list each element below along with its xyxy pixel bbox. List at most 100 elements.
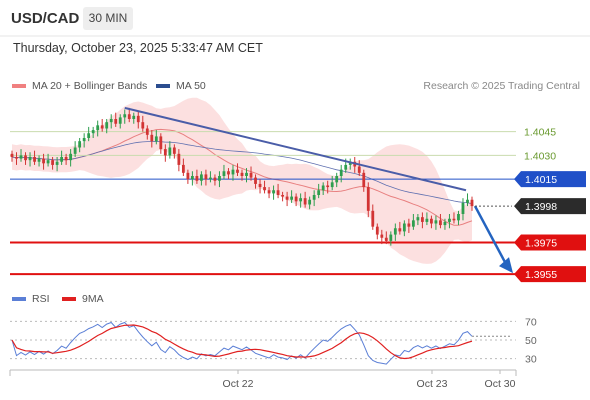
level-label-1.4045: 1.4045 [524,127,556,139]
candle-body [19,155,23,159]
candle-body [209,177,212,180]
level-label-1.3975: 1.3975 [525,238,557,250]
candle-body [186,172,190,180]
candle-body [231,169,235,175]
candle-body [330,182,334,188]
candle-body [461,202,465,214]
candle-body [425,218,429,222]
candle-body [236,169,239,173]
candle-body [398,228,402,232]
candle-body [308,199,312,205]
candle-body [136,115,140,123]
legend-bollinger: MA 20 + Bollinger Bands [12,80,147,92]
candle-body [159,136,163,150]
candle-body [299,198,303,202]
level-tag-1.4015 [514,171,586,188]
candle-body [114,119,118,124]
candle-body [69,153,73,161]
candle-body [457,214,460,221]
candle-body [411,220,415,227]
candle-body [448,218,451,222]
candle-body [100,125,104,129]
candle-body [416,217,420,221]
candle-body [240,172,244,176]
legend-rsi-label: RSI [32,293,50,305]
candle-body [10,153,14,157]
candle-body [389,234,393,241]
candle-body [470,199,474,207]
candle-body [42,158,45,164]
candle-body [213,177,217,181]
candle-body [276,190,280,195]
candle-body [200,174,203,181]
candle-body [335,176,339,183]
candle-body [452,218,456,221]
candle-body [123,114,127,118]
rsi-swatch [12,297,26,301]
candle-body [46,160,50,164]
candle-body [272,190,275,194]
candle-body [96,125,100,131]
downtrend-line [124,106,467,192]
legend-9ma: 9MA [62,293,104,305]
bollinger-band [12,97,472,264]
level-tag-1.3955 [514,266,586,283]
candle-body [24,155,27,161]
candle-body [127,114,131,119]
level-label-1.3955: 1.3955 [525,269,557,281]
candle-body [258,183,262,188]
candle-body [55,161,59,165]
candle-body [163,149,167,156]
candle-body [73,147,77,154]
candle-body [109,119,113,123]
candle-body [294,196,298,202]
candle-body [366,187,370,211]
candle-body [141,122,145,129]
candle-body [227,171,230,175]
candle-body [362,172,366,188]
level-label-1.4015: 1.4015 [525,174,557,186]
candle-body [285,196,289,200]
candle-body [290,196,294,200]
candle-body [245,172,248,176]
candle-body [222,171,226,176]
x-label-1: Oct 23 [417,378,448,390]
candle-body [407,223,411,227]
candle-body [154,136,158,142]
ma9-swatch [62,297,76,301]
candle-body [195,176,199,181]
legend-9ma-label: 9MA [82,293,104,305]
candle-body [33,157,36,162]
rsi-ma-line [11,324,473,360]
candle-body [439,220,442,226]
chart-header: USD/CAD 30 MIN [0,0,590,36]
candle-body [91,130,95,134]
candle-body [82,138,86,142]
candle-body [181,164,185,173]
current-price-label: 1.3998 [525,201,557,213]
legend-rsi: RSI [12,293,50,305]
candle-body [249,172,253,178]
candle-body [326,185,330,188]
candle-body [190,176,194,180]
ma50-swatch [156,84,170,88]
candle-body [172,147,176,154]
rsi-tick-50: 50 [525,335,537,347]
candle-body [357,166,361,173]
timeframe-badge[interactable]: 30 MIN [83,7,133,30]
candle-body [339,169,343,176]
candle-body [254,177,257,184]
candle-body [105,122,109,129]
candle-body [118,117,122,124]
candle-body [60,157,64,162]
candle-body [312,195,316,200]
legend-ma50: MA 50 [156,80,206,92]
candle-body [145,128,149,135]
rsi-tick-70: 70 [525,316,537,328]
candle-body [132,115,136,119]
symbol-title: USD/CAD [11,10,80,27]
current-price-tag [514,198,586,215]
candle-body [267,190,271,194]
legend-bollinger-label: MA 20 + Bollinger Bands [32,80,148,92]
candle-body [466,199,469,203]
